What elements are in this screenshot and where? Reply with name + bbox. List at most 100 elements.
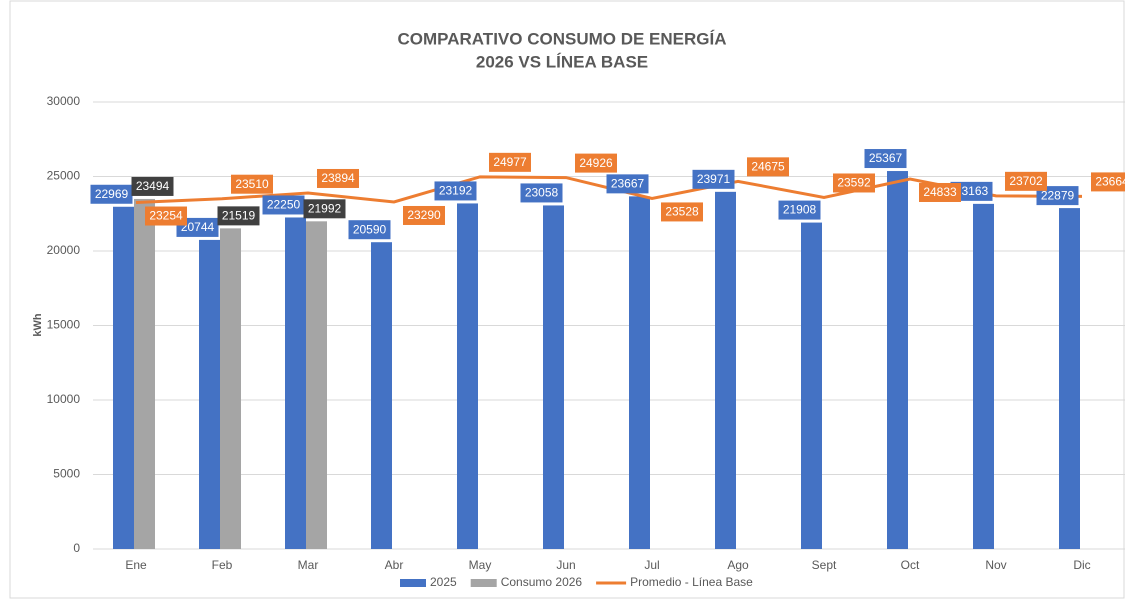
data-label: 24675 xyxy=(747,157,789,177)
data-label-text: 21908 xyxy=(783,203,817,217)
x-tick-label: Ago xyxy=(727,558,749,572)
data-label-text: 20590 xyxy=(353,222,387,236)
bar xyxy=(457,203,478,549)
x-tick-label: Oct xyxy=(901,558,920,572)
data-label-box xyxy=(919,182,961,202)
bar xyxy=(543,205,564,550)
data-label-box xyxy=(90,184,133,204)
legend-item: 2025 xyxy=(400,575,457,589)
legend-item: Promedio - Línea Base xyxy=(596,575,753,589)
data-label-text: 24833 xyxy=(923,185,957,199)
y-tick-label: 0 xyxy=(73,541,80,555)
data-label-text: 23494 xyxy=(136,179,170,193)
bar xyxy=(1059,208,1080,549)
bar xyxy=(199,239,220,549)
data-label: 24926 xyxy=(575,153,617,173)
data-label: 21519 xyxy=(217,206,260,226)
data-label-box xyxy=(1005,171,1047,191)
bar xyxy=(285,217,306,549)
data-label: 23971 xyxy=(692,169,735,189)
data-label-box xyxy=(661,202,703,222)
data-label-text: 24926 xyxy=(579,156,613,170)
y-tick-label: 5000 xyxy=(53,467,80,481)
data-label-box xyxy=(348,220,391,240)
x-tick-label: Mar xyxy=(298,558,319,572)
data-label: 23510 xyxy=(231,174,273,194)
data-label: 23254 xyxy=(145,206,187,226)
data-label-text: 23290 xyxy=(407,208,441,222)
data-label: 24977 xyxy=(489,152,531,172)
legend-label: 2025 xyxy=(430,575,457,589)
data-label-box xyxy=(1091,172,1125,192)
bar xyxy=(973,203,994,549)
data-label-text: 20744 xyxy=(181,220,215,234)
data-label: 23528 xyxy=(661,202,703,222)
bar xyxy=(134,198,155,550)
x-tick-label: Sept xyxy=(812,558,837,572)
bar xyxy=(306,221,327,549)
data-label: 23894 xyxy=(317,168,359,188)
data-label-box xyxy=(434,181,477,201)
legend-item: Consumo 2026 xyxy=(470,575,583,589)
data-label-text: 23664 xyxy=(1095,175,1125,189)
x-tick-label: Ene xyxy=(125,558,147,572)
data-label: 23494 xyxy=(131,176,174,196)
legend-label: Promedio - Línea Base xyxy=(630,575,753,589)
data-label-box xyxy=(747,157,789,177)
y-tick-label: 20000 xyxy=(47,243,81,257)
data-label-box xyxy=(606,174,649,194)
data-label-box xyxy=(692,169,735,189)
data-label-text: 23163 xyxy=(955,184,989,198)
data-label: 23058 xyxy=(520,183,563,203)
bar xyxy=(113,206,134,549)
data-label: 23667 xyxy=(606,174,649,194)
bar xyxy=(801,222,822,549)
data-label: 21992 xyxy=(303,199,346,219)
data-label-box xyxy=(520,183,563,203)
legend-swatch xyxy=(400,579,426,587)
data-label-text: 21992 xyxy=(308,201,342,215)
chart-subtitle: 2026 VS LÍNEA BASE xyxy=(476,52,648,71)
bar xyxy=(371,242,392,550)
x-tick-label: May xyxy=(469,558,492,572)
data-label-box xyxy=(131,176,174,196)
bar xyxy=(629,196,650,549)
data-label-box xyxy=(231,174,273,194)
x-tick-label: Nov xyxy=(985,558,1006,572)
bar xyxy=(715,191,736,549)
x-tick-label: Jun xyxy=(556,558,575,572)
data-label: 25367 xyxy=(864,149,907,169)
bar xyxy=(887,171,908,550)
y-tick-label: 30000 xyxy=(47,94,81,108)
y-tick-label: 10000 xyxy=(47,392,81,406)
x-tick-label: Dic xyxy=(1073,558,1090,572)
legend-label: Consumo 2026 xyxy=(501,575,583,589)
data-label-box xyxy=(145,206,187,226)
data-label-box xyxy=(303,199,346,219)
data-label-text: 23592 xyxy=(837,176,871,190)
data-label: 23290 xyxy=(403,205,445,225)
data-label-text: 25367 xyxy=(869,151,903,165)
data-label-text: 22879 xyxy=(1041,188,1075,202)
data-label: 21908 xyxy=(778,200,821,220)
x-tick-label: Abr xyxy=(385,558,404,572)
data-label-box xyxy=(489,152,531,172)
data-label: 23192 xyxy=(434,181,477,201)
data-label-text: 23192 xyxy=(439,184,473,198)
data-label-box xyxy=(317,168,359,188)
data-label: 23664 xyxy=(1091,172,1125,192)
chart-frame xyxy=(9,0,1125,599)
legend-swatch xyxy=(470,579,497,587)
data-label-text: 23254 xyxy=(149,209,183,223)
data-label-text: 24977 xyxy=(493,155,527,169)
data-label-box xyxy=(217,206,260,226)
data-label: 22879 xyxy=(1036,186,1079,206)
y-tick-label: 15000 xyxy=(47,318,81,332)
data-label-text: 23058 xyxy=(525,186,559,200)
data-label-text: 23667 xyxy=(611,177,645,191)
data-label: 22250 xyxy=(262,195,305,215)
data-label-box xyxy=(778,200,821,220)
x-tick-label: Feb xyxy=(212,558,233,572)
chart-title: COMPARATIVO CONSUMO DE ENERGÍA xyxy=(398,29,727,48)
